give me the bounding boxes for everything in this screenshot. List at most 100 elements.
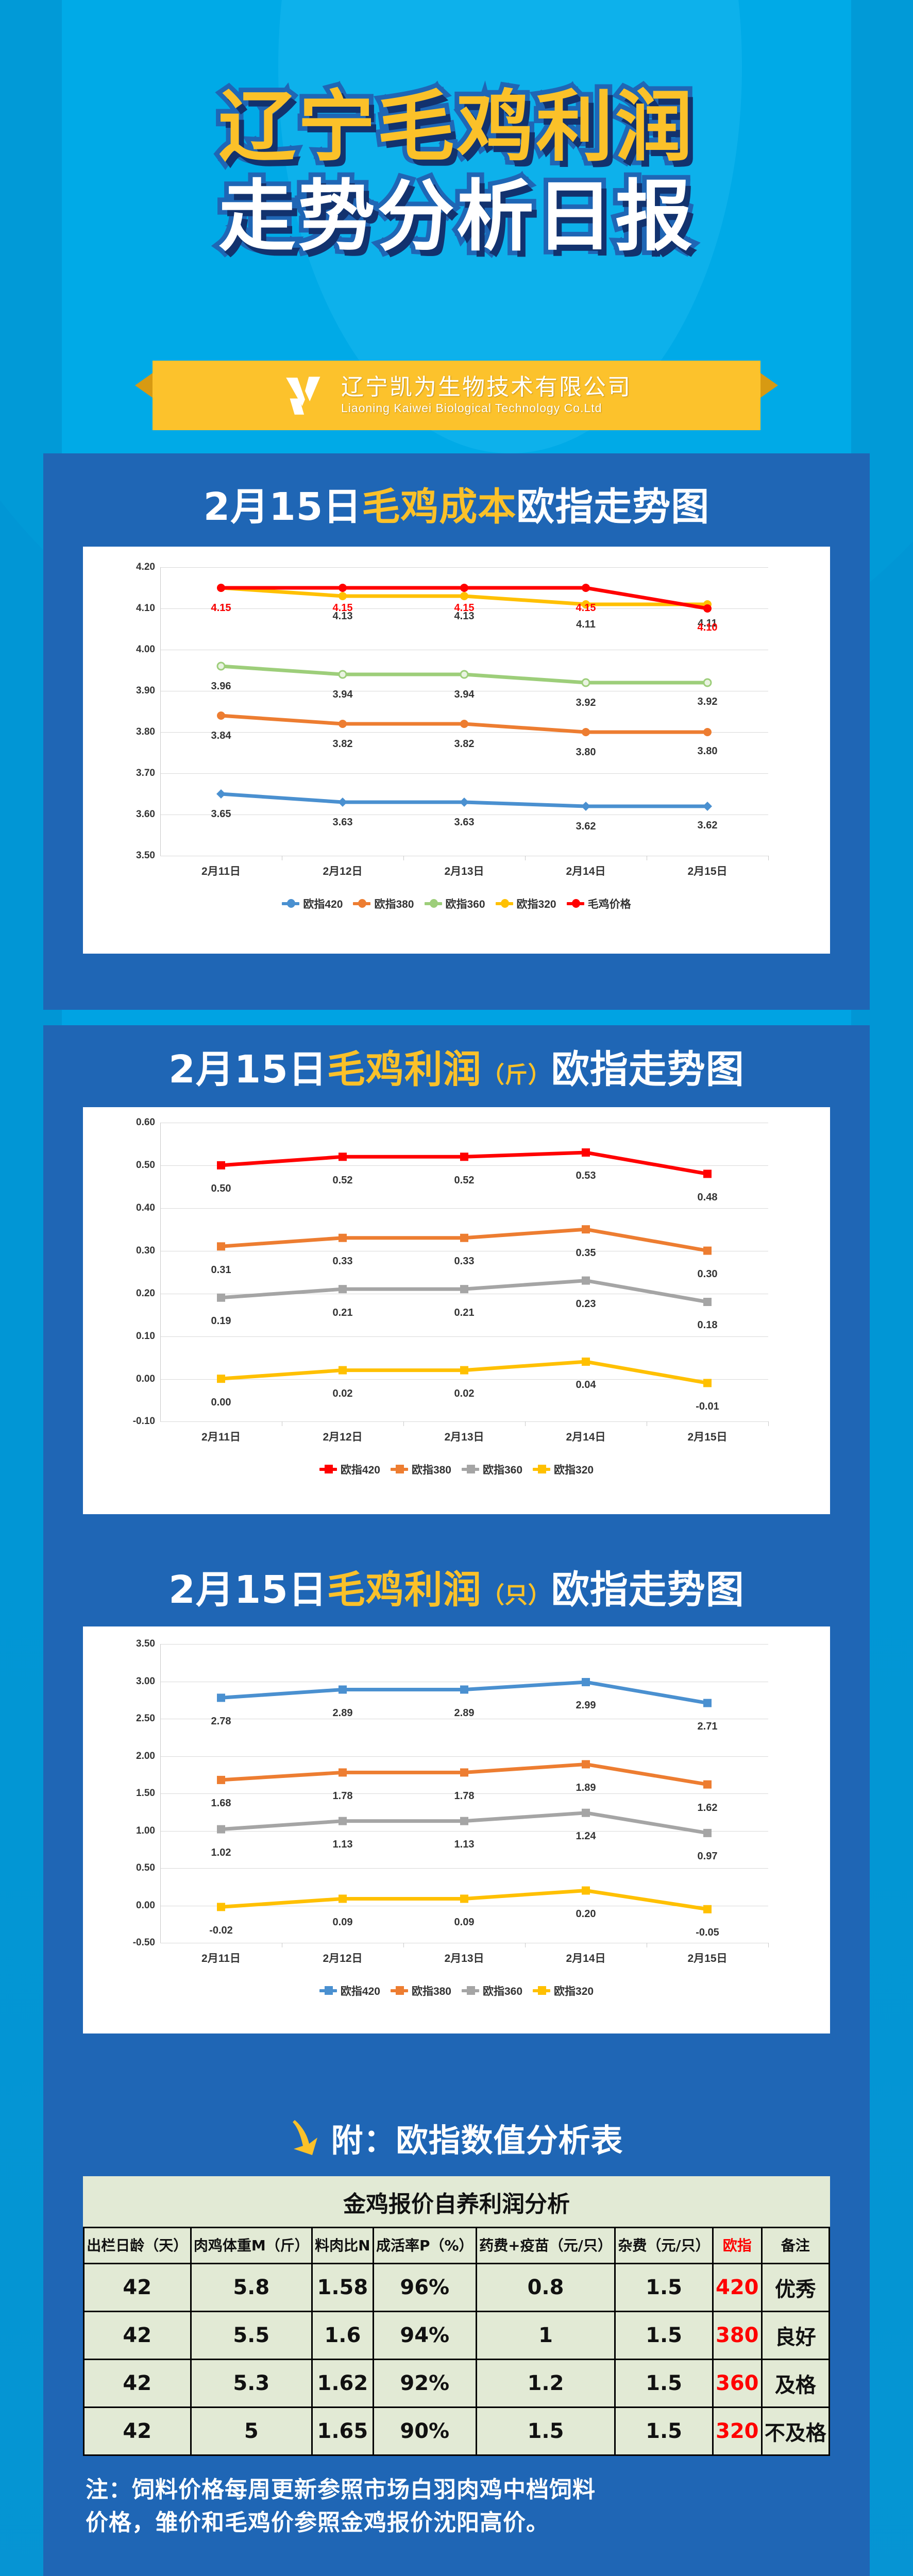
grid-line <box>160 608 768 609</box>
x-axis-label: 2月12日 <box>323 866 363 878</box>
legend-item-欧指360[interactable]: 欧指360 <box>462 1462 522 1477</box>
data-point <box>339 720 347 728</box>
legend-item-欧指380[interactable]: 欧指380 <box>390 1462 451 1477</box>
data-label: 0.30 <box>697 1268 718 1280</box>
grid-line <box>160 1868 768 1869</box>
data-label: 0.19 <box>211 1315 231 1327</box>
legend-item-欧指320[interactable]: 欧指320 <box>533 1983 594 1998</box>
company-name-en: Liaoning Kaiwei Biological Technology Co… <box>341 401 602 415</box>
data-point <box>582 584 590 592</box>
data-point <box>581 802 590 811</box>
data-point <box>460 1285 468 1294</box>
x-axis-tick <box>403 1421 404 1427</box>
legend-item-欧指380[interactable]: 欧指380 <box>390 1983 451 1998</box>
data-point <box>703 604 712 613</box>
data-label: 0.31 <box>211 1264 231 1276</box>
data-label: 2.78 <box>211 1715 231 1727</box>
y-axis-label: 0.00 <box>136 1373 155 1384</box>
data-point <box>460 1768 468 1777</box>
legend-item-欧指360[interactable]: 欧指360 <box>424 896 485 911</box>
data-label: 0.18 <box>697 1319 718 1331</box>
x-axis-label: 2月14日 <box>566 1431 606 1444</box>
chart1-title-highlight: 毛鸡成本 <box>362 485 517 529</box>
chart3-card: -0.50 0.00 0.50 1.00 1.50 2.00 2.50 3.00 3.50 2月1… <box>83 1626 830 2034</box>
legend-marker-icon <box>395 1465 404 1474</box>
analysis-table-title: 金鸡报价自养利润分析 <box>343 2191 570 2217</box>
legend-item-毛鸡价格[interactable]: 毛鸡价格 <box>566 896 631 911</box>
x-axis-label: 2月14日 <box>566 1953 606 1965</box>
grid-line <box>160 732 768 733</box>
data-point <box>216 662 226 671</box>
y-axis-label: 4.00 <box>136 644 155 655</box>
table-header-1: 肉鸡体重M（斤） <box>190 2227 313 2264</box>
x-axis-label: 2月14日 <box>566 866 606 878</box>
legend-item-欧指360[interactable]: 欧指360 <box>462 1983 522 1998</box>
data-label: 1.89 <box>576 1782 596 1793</box>
grid-line <box>160 1208 768 1209</box>
table-cell-r1-c4: 1 <box>475 2311 616 2360</box>
data-label: 0.23 <box>576 1298 596 1310</box>
legend-label: 欧指320 <box>554 1986 594 1998</box>
data-point <box>217 1375 225 1383</box>
legend-item-欧指420[interactable]: 欧指420 <box>282 896 343 911</box>
x-axis-label: 2月15日 <box>687 1953 728 1965</box>
chart2-title-tail: 欧指走势图 <box>551 1047 745 1092</box>
y-axis-label: 3.80 <box>136 726 155 738</box>
legend-marker-icon <box>571 899 580 908</box>
y-axis-label: 2.00 <box>136 1750 155 1761</box>
table-cell-r0-c3: 96% <box>372 2263 477 2312</box>
legend-item-欧指320[interactable]: 欧指320 <box>533 1462 594 1477</box>
table-header-6: 欧指 <box>712 2227 763 2264</box>
data-label: 4.10 <box>697 622 718 634</box>
grid-line <box>160 567 768 568</box>
data-label: 2.89 <box>454 1707 475 1719</box>
company-text: 辽宁凯为生物技术有限公司 Liaoning Kaiwei Biological … <box>341 375 632 415</box>
data-label: 2.99 <box>576 1700 596 1711</box>
legend-item-欧指320[interactable]: 欧指320 <box>495 896 556 911</box>
data-label: 3.65 <box>211 808 231 820</box>
data-point <box>339 1768 347 1777</box>
chart3-title-unit: （只） <box>481 1582 551 1608</box>
grid-line <box>160 1421 768 1422</box>
table-header-0: 出栏日龄（天） <box>83 2227 192 2264</box>
series-layer <box>217 1148 712 1387</box>
kaiwei-logo-icon <box>286 376 320 415</box>
x-axis-label: 2月12日 <box>323 1431 363 1444</box>
x-axis-label: 2月11日 <box>201 1431 241 1444</box>
table-row: 42 5 1.65 90% 1.5 1.5 320 不及格 <box>83 2406 831 2456</box>
data-label: 3.82 <box>454 738 475 750</box>
legend-item-欧指380[interactable]: 欧指380 <box>353 896 414 911</box>
data-label: 1.78 <box>454 1790 475 1802</box>
legend-marker-icon <box>324 1986 333 1995</box>
legend-label: 欧指420 <box>340 1986 380 1998</box>
y-axis-label: 3.00 <box>136 1675 155 1687</box>
data-point <box>582 1225 590 1234</box>
footnote-line1: 注：饲料价格每周更新参照市场白羽肉鸡中档饲料 <box>86 2477 596 2503</box>
table-header-row: 出栏日龄（天） 肉鸡体重M（斤） 料肉比N 成活率P（%） 药费+疫苗（元/只） 杂费（元… <box>83 2227 831 2264</box>
data-point <box>338 798 347 807</box>
data-label: 0.09 <box>332 1916 353 1928</box>
data-label: -0.05 <box>696 1927 719 1939</box>
table-cell-r2-c4: 1.2 <box>475 2359 616 2408</box>
chart1-title-tail: 欧指走势图 <box>516 485 710 529</box>
table-cell-r1-c0: 42 <box>83 2311 192 2360</box>
table-header-2: 料肉比N <box>311 2227 374 2264</box>
y-axis <box>160 567 161 856</box>
table-body: 42 5.8 1.58 96% 0.8 1.5 420 优秀 42 5.5 1.6 94% 1 1.5 38… <box>83 2263 831 2456</box>
data-point <box>703 1905 712 1914</box>
data-label: 2.71 <box>697 1720 718 1732</box>
data-point <box>703 1246 712 1255</box>
legend-item-欧指420[interactable]: 欧指420 <box>319 1462 380 1477</box>
table-cell-r0-c6: 420 <box>712 2263 763 2312</box>
series-layer <box>216 584 712 811</box>
table-cell-r3-c0: 42 <box>83 2406 192 2456</box>
data-point <box>460 670 469 679</box>
y-axis-label: 0.30 <box>136 1245 155 1256</box>
legend-item-欧指420[interactable]: 欧指420 <box>319 1983 380 1998</box>
data-label: 1.13 <box>332 1839 353 1851</box>
legend-swatch-icon <box>282 899 300 908</box>
grid-line <box>160 773 768 774</box>
y-axis <box>160 1123 161 1422</box>
data-point <box>460 592 468 601</box>
data-point <box>217 1693 225 1702</box>
